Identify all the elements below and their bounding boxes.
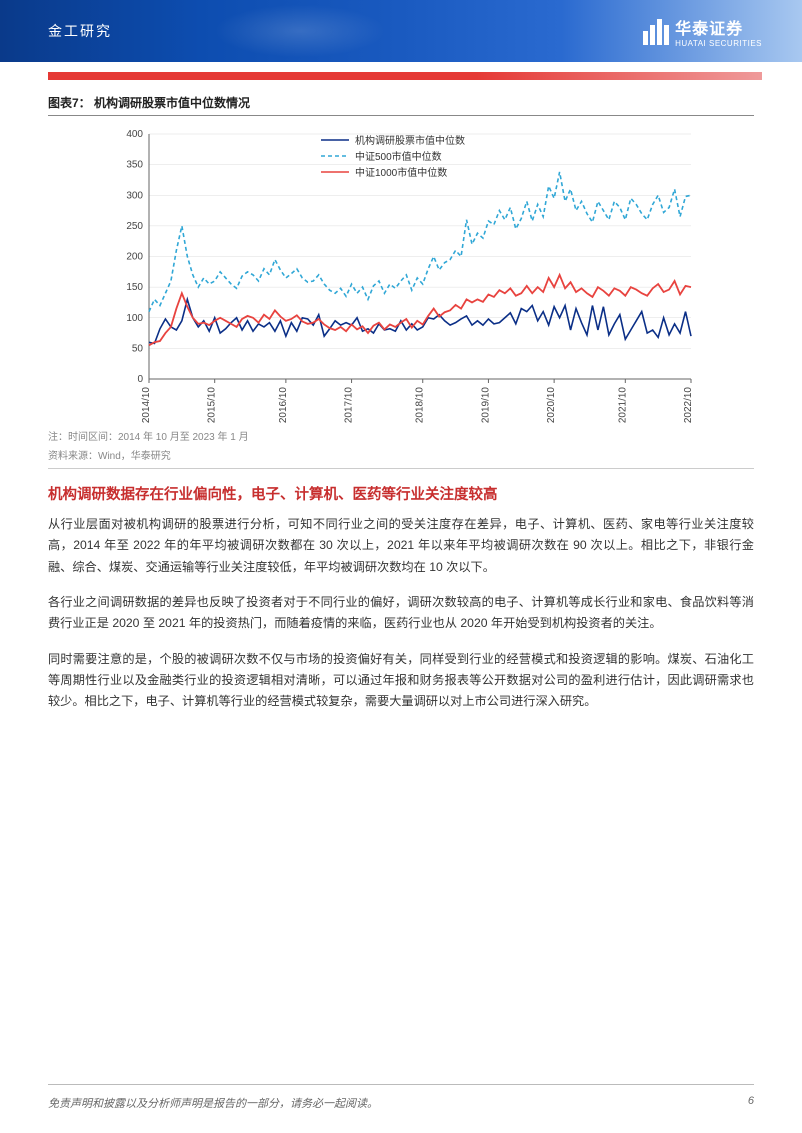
page-header: 金工研究 华泰证券 HUATAI SECURITIES bbox=[0, 0, 802, 62]
svg-text:250: 250 bbox=[126, 221, 143, 232]
section-heading: 机构调研数据存在行业偏向性，电子、计算机、医药等行业关注度较高 bbox=[48, 483, 754, 504]
svg-text:150: 150 bbox=[126, 282, 143, 293]
paragraph-3: 同时需要注意的是，个股的被调研次数不仅与市场的投资偏好有关，同样受到行业的经营模… bbox=[48, 649, 754, 713]
red-stripe bbox=[48, 72, 762, 80]
svg-text:50: 50 bbox=[132, 343, 144, 354]
median-mktcap-chart: 0 50 100 150 200 250 300 350 400 2014/10 2015/10 20… bbox=[101, 124, 701, 424]
svg-text:2021/10: 2021/10 bbox=[617, 387, 628, 424]
chart-note-source: 资料来源：Wind，华泰研究 bbox=[48, 447, 754, 462]
svg-text:2017/10: 2017/10 bbox=[344, 387, 355, 424]
page-footer: 免责声明和披露以及分析师声明是报告的一部分，请务必一起阅读。 6 bbox=[0, 1084, 802, 1133]
svg-text:300: 300 bbox=[126, 190, 143, 201]
logo-bars-icon bbox=[643, 17, 669, 45]
content-area: 图表7： 机构调研股票市值中位数情况 0 50 100 150 200 250 300 350… bbox=[0, 80, 802, 713]
disclaimer-text: 免责声明和披露以及分析师声明是报告的一部分，请务必一起阅读。 bbox=[48, 1095, 378, 1111]
svg-text:中证500市值中位数: 中证500市值中位数 bbox=[355, 150, 442, 163]
svg-text:0: 0 bbox=[137, 374, 143, 385]
svg-text:2022/10: 2022/10 bbox=[683, 387, 694, 424]
svg-text:2020/10: 2020/10 bbox=[546, 387, 557, 424]
svg-text:100: 100 bbox=[126, 313, 143, 324]
section-underline bbox=[48, 468, 754, 469]
title-underline bbox=[48, 115, 754, 116]
footer-line bbox=[48, 1084, 754, 1085]
logo-cn: 华泰证券 bbox=[675, 15, 762, 39]
svg-text:2018/10: 2018/10 bbox=[415, 387, 426, 424]
svg-text:2015/10: 2015/10 bbox=[207, 387, 218, 424]
paragraph-2: 各行业之间调研数据的差异也反映了投资者对于不同行业的偏好，调研次数较高的电子、计… bbox=[48, 592, 754, 635]
svg-text:2016/10: 2016/10 bbox=[278, 387, 289, 424]
svg-text:2019/10: 2019/10 bbox=[480, 387, 491, 424]
svg-text:中证1000市值中位数: 中证1000市值中位数 bbox=[355, 166, 447, 179]
svg-text:2014/10: 2014/10 bbox=[141, 387, 152, 424]
brand-logo: 华泰证券 HUATAI SECURITIES bbox=[643, 15, 762, 48]
svg-text:400: 400 bbox=[126, 129, 143, 140]
paragraph-1: 从行业层面对被机构调研的股票进行分析，可知不同行业之间的受关注度存在差异，电子、… bbox=[48, 514, 754, 578]
logo-text: 华泰证券 HUATAI SECURITIES bbox=[675, 15, 762, 48]
header-title: 金工研究 bbox=[48, 21, 112, 41]
svg-text:350: 350 bbox=[126, 160, 143, 171]
logo-en: HUATAI SECURITIES bbox=[675, 39, 762, 48]
svg-text:200: 200 bbox=[126, 252, 143, 263]
page-number: 6 bbox=[748, 1095, 754, 1111]
chart-note-period: 注：时间区间：2014 年 10 月至 2023 年 1 月 bbox=[48, 428, 754, 443]
chart-title: 图表7： 机构调研股票市值中位数情况 bbox=[48, 94, 754, 111]
svg-text:机构调研股票市值中位数: 机构调研股票市值中位数 bbox=[355, 134, 465, 147]
